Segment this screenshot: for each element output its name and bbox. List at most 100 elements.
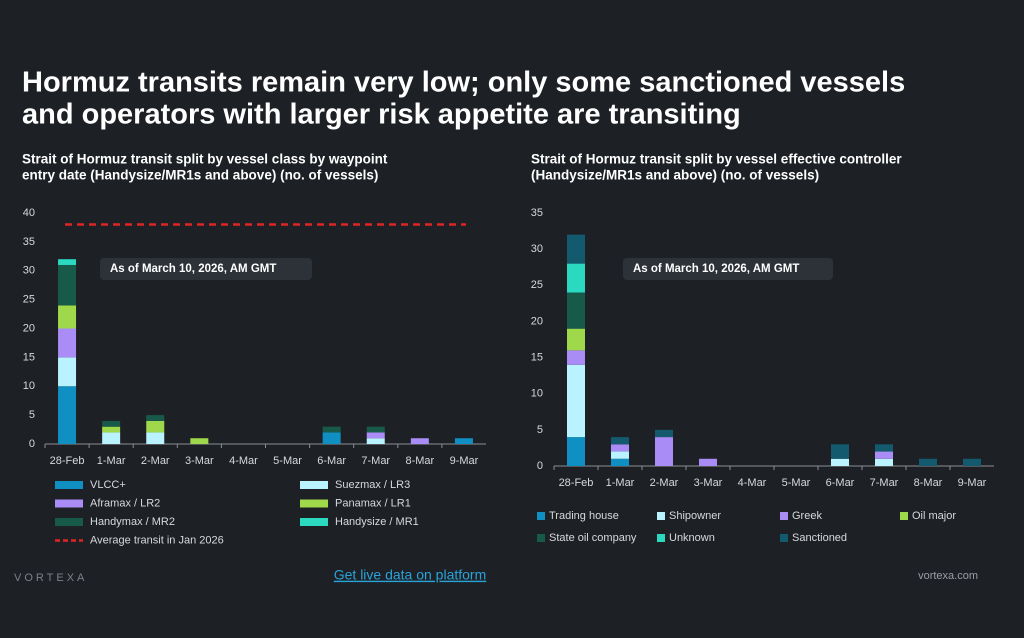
bar-segment <box>875 451 893 459</box>
bar-segment <box>190 438 209 444</box>
legend-label: Trading house <box>549 510 619 522</box>
bar-segment <box>919 458 937 466</box>
x-tick-label: 9-Mar <box>958 477 987 489</box>
legend-label: Aframax / LR2 <box>90 497 160 509</box>
bar-segment <box>875 458 893 466</box>
annotation-box <box>100 258 312 280</box>
bar-segment <box>102 420 121 427</box>
chart-title: entry date (Handysize/MR1s and above) (n… <box>22 168 378 183</box>
legend-label: Shipowner <box>669 510 721 522</box>
bar-segment <box>611 444 629 452</box>
legend-swatch <box>300 518 328 526</box>
bar-segment <box>322 432 341 444</box>
bar-segment <box>963 458 981 466</box>
x-tick-label: 6-Mar <box>826 477 855 489</box>
y-tick-label: 35 <box>531 207 543 219</box>
y-tick-label: 30 <box>531 243 543 255</box>
bar-segment <box>454 438 473 444</box>
legend-label: Handysize / MR1 <box>335 516 419 528</box>
x-tick-label: 4-Mar <box>229 455 258 467</box>
site-url: vortexa.com <box>918 570 978 582</box>
bar-segment <box>655 429 673 438</box>
x-tick-label: 1-Mar <box>606 477 635 489</box>
bar-segment <box>611 451 629 459</box>
x-tick-label: 3-Mar <box>694 477 723 489</box>
bar-segment <box>366 432 385 439</box>
legend-label: State oil company <box>549 532 637 544</box>
legend-swatch <box>300 481 328 489</box>
legend-swatch <box>657 512 665 520</box>
y-tick-label: 10 <box>23 380 35 392</box>
x-tick-label: 7-Mar <box>870 477 899 489</box>
x-tick-label: 8-Mar <box>914 477 943 489</box>
x-tick-label: 28-Feb <box>559 477 594 489</box>
bar-segment <box>567 328 585 351</box>
x-tick-label: 9-Mar <box>450 455 479 467</box>
y-tick-label: 15 <box>531 351 543 363</box>
y-tick-label: 10 <box>531 388 543 400</box>
legend-swatch <box>780 512 788 520</box>
legend-swatch <box>55 481 83 489</box>
bar-segment <box>322 426 341 433</box>
bar-segment <box>58 386 77 444</box>
legend-swatch <box>900 512 908 520</box>
platform-link[interactable]: Get live data on platform <box>334 567 487 583</box>
bar-segment <box>831 444 849 459</box>
x-tick-label: 28-Feb <box>50 455 85 467</box>
bar-segment <box>366 438 385 444</box>
y-tick-label: 30 <box>23 265 35 277</box>
bar-segment <box>146 415 165 421</box>
bar-segment <box>58 259 77 265</box>
slide-title: and operators with larger risk appetite … <box>22 99 741 131</box>
legend-label: Unknown <box>669 532 715 544</box>
legend-swatch <box>55 518 83 526</box>
bar-segment <box>410 438 429 444</box>
bar-segment <box>875 444 893 452</box>
legend-label: Panamax / LR1 <box>335 497 411 509</box>
bar-segment <box>567 350 585 365</box>
bar-segment <box>831 458 849 466</box>
y-tick-label: 15 <box>23 351 35 363</box>
y-tick-label: 0 <box>537 460 543 472</box>
y-tick-label: 5 <box>29 409 35 421</box>
legend-swatch <box>657 534 665 542</box>
bar-segment <box>611 437 629 445</box>
y-tick-label: 25 <box>531 279 543 291</box>
bar-segment <box>146 420 165 433</box>
x-tick-label: 1-Mar <box>97 455 126 467</box>
bar-segment <box>699 458 717 466</box>
bar-segment <box>366 426 385 433</box>
bar-segment <box>58 305 77 329</box>
bar-segment <box>611 458 629 466</box>
annotation: As of March 10, 2026, AM GMT <box>110 263 276 275</box>
y-tick-label: 5 <box>537 424 543 436</box>
y-tick-label: 0 <box>29 438 35 450</box>
chart-title: (Handysize/MR1s and above) (no. of vesse… <box>531 168 819 183</box>
legend-label: Handymax / MR2 <box>90 516 175 528</box>
x-tick-label: 8-Mar <box>405 455 434 467</box>
legend-label: Greek <box>792 510 822 522</box>
bar-segment <box>58 264 77 306</box>
x-tick-label: 2-Mar <box>141 455 170 467</box>
chart-title: Strait of Hormuz transit split by vessel… <box>22 152 388 167</box>
x-tick-label: 2-Mar <box>650 477 679 489</box>
bar-segment <box>567 364 585 438</box>
bar-segment <box>567 292 585 329</box>
legend-label: Average transit in Jan 2026 <box>90 534 224 546</box>
x-tick-label: 3-Mar <box>185 455 214 467</box>
legend-label: Oil major <box>912 510 956 522</box>
y-tick-label: 40 <box>23 207 35 219</box>
legend-swatch <box>55 499 83 508</box>
bar-segment <box>102 426 121 433</box>
legend-swatch <box>537 534 545 542</box>
y-tick-label: 20 <box>531 315 543 327</box>
legend-label: VLCC+ <box>90 479 126 491</box>
bar-segment <box>655 437 673 466</box>
bar-segment <box>567 234 585 264</box>
legend-label: Sanctioned <box>792 532 847 544</box>
legend-swatch <box>780 534 788 542</box>
y-tick-label: 25 <box>23 294 35 306</box>
slide-title: Hormuz transits remain very low; only so… <box>22 67 905 99</box>
y-tick-label: 20 <box>23 322 35 334</box>
